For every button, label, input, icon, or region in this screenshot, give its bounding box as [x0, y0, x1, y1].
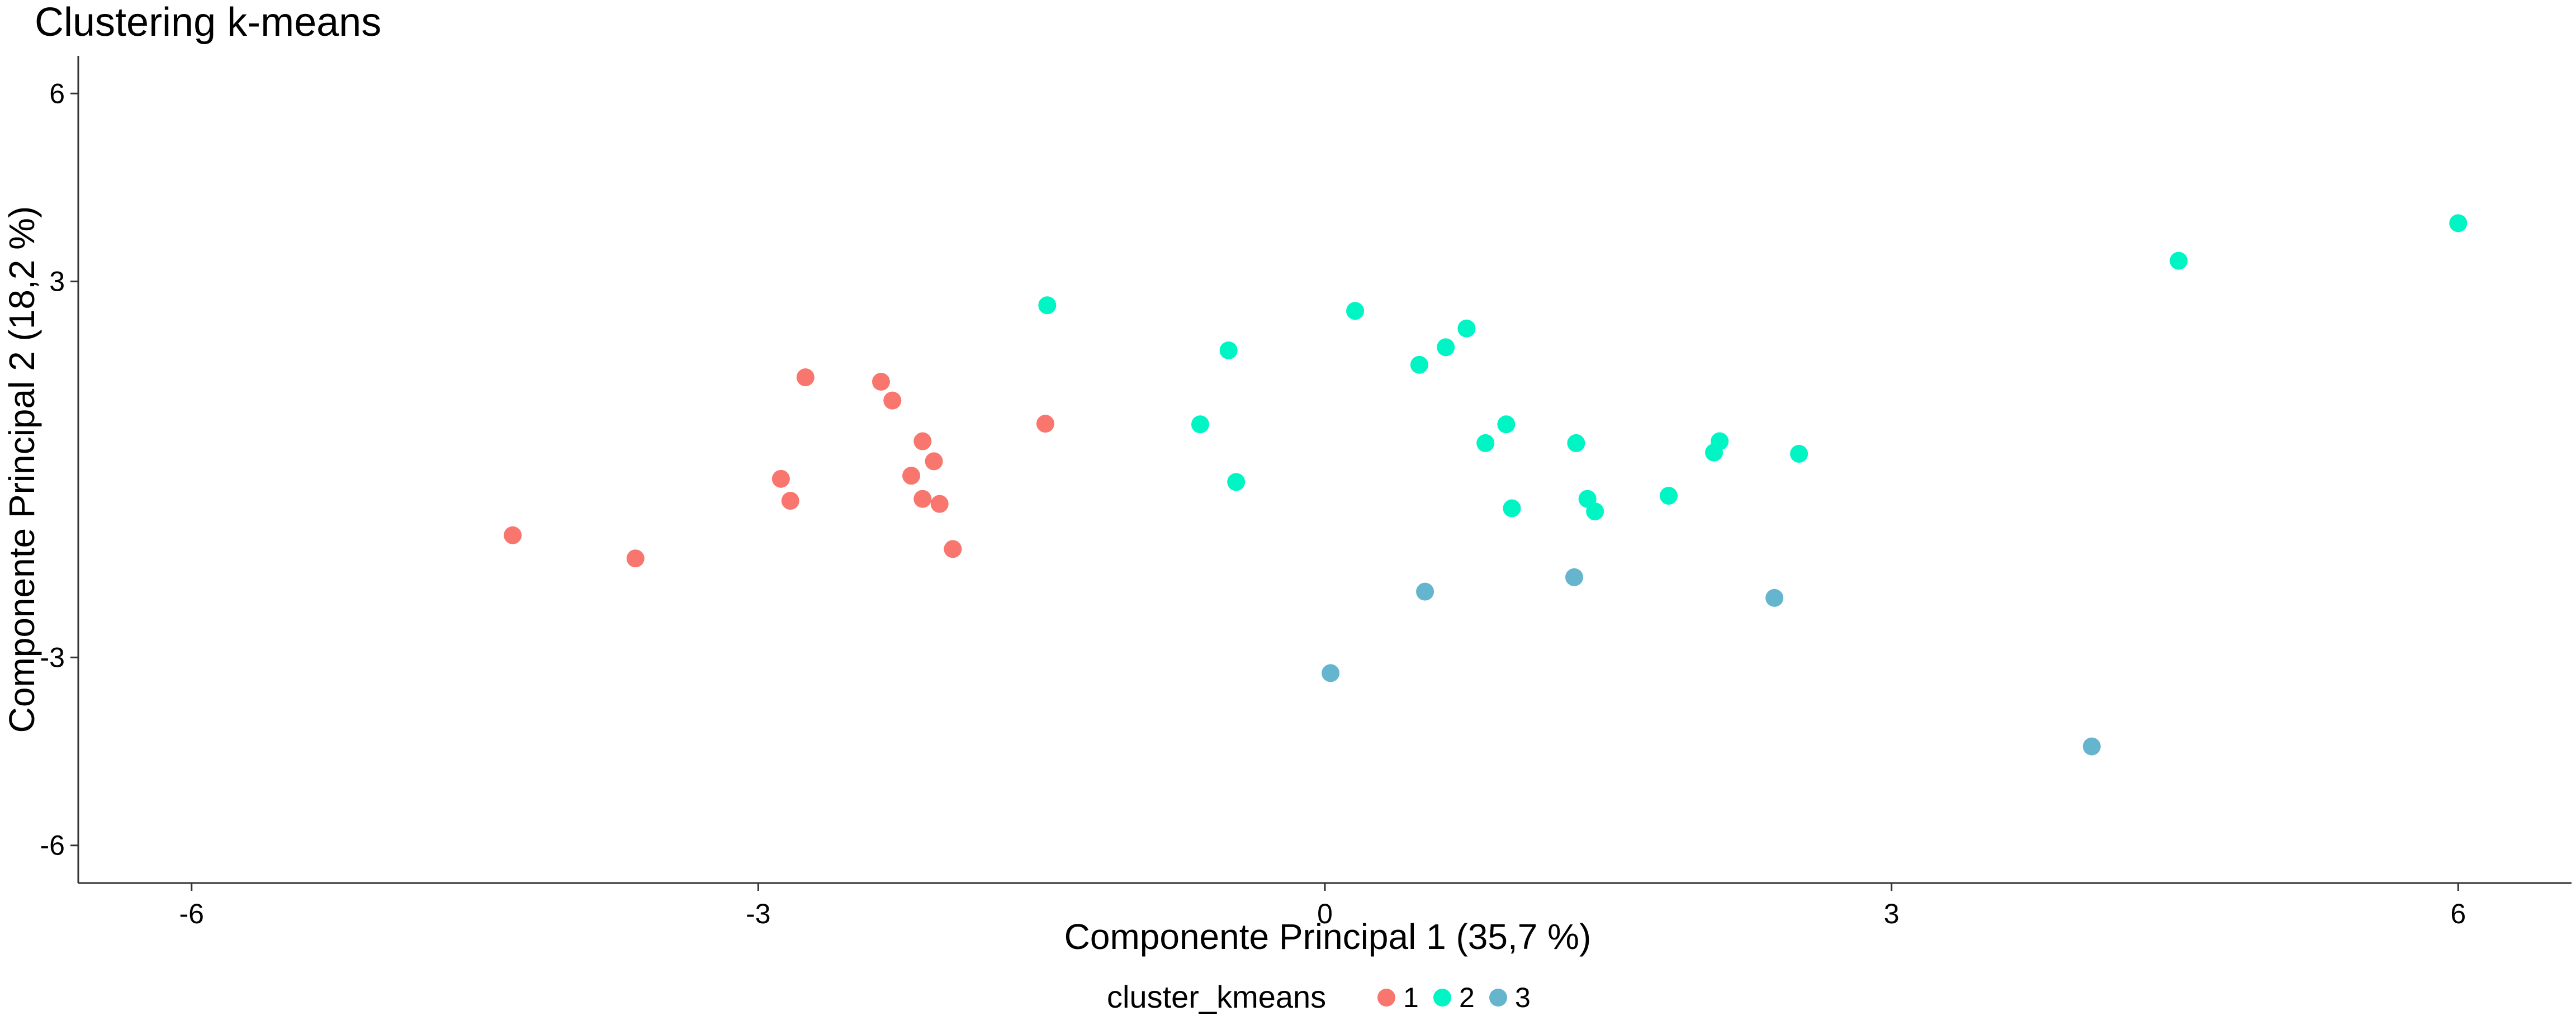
data-point-cluster-2 [2449, 214, 2468, 232]
x-axis-label: Componente Principal 1 (35,7 %) [1064, 917, 1592, 957]
data-point-cluster-1 [930, 495, 949, 513]
data-point-cluster-2 [1711, 432, 1729, 450]
data-point-cluster-1 [771, 469, 790, 488]
x-tick-label: -6 [179, 898, 203, 929]
legend-marker-cluster-3 [1489, 989, 1507, 1007]
y-tick-label: -3 [40, 642, 65, 673]
data-point-cluster-1 [883, 391, 902, 410]
data-point-cluster-1 [925, 452, 943, 471]
data-points [504, 214, 2468, 756]
chart-title: Clustering k-means [35, 0, 381, 45]
data-point-cluster-2 [1476, 434, 1495, 452]
y-tick-label: 3 [49, 266, 65, 297]
data-point-cluster-1 [626, 549, 645, 568]
data-point-cluster-2 [1437, 338, 1455, 357]
data-point-cluster-2 [1457, 319, 1476, 338]
data-point-cluster-1 [872, 373, 890, 391]
y-tick-label: -6 [40, 830, 65, 861]
data-point-cluster-2 [1227, 473, 1246, 491]
data-point-cluster-2 [1038, 296, 1057, 315]
data-point-cluster-3 [1322, 664, 1340, 682]
data-point-cluster-1 [944, 540, 962, 558]
data-point-cluster-1 [781, 492, 799, 510]
data-point-cluster-3 [1765, 588, 1784, 607]
data-point-cluster-2 [1586, 502, 1604, 521]
data-point-cluster-1 [1036, 415, 1054, 433]
y-axis-label: Componente Principal 2 (18,2 %) [2, 206, 42, 733]
legend-marker-cluster-2 [1433, 989, 1451, 1007]
data-point-cluster-3 [1416, 582, 1434, 601]
x-tick-label: -3 [746, 898, 770, 929]
legend: cluster_kmeans 1 2 3 [1107, 979, 1531, 1014]
data-point-cluster-2 [1659, 487, 1678, 505]
data-point-cluster-2 [1503, 499, 1521, 518]
data-point-cluster-2 [1219, 341, 1238, 359]
data-point-cluster-2 [1567, 434, 1585, 452]
data-point-cluster-2 [1346, 302, 1365, 320]
x-tick-label: 3 [1884, 898, 1900, 929]
data-point-cluster-1 [796, 368, 815, 387]
legend-title: cluster_kmeans [1107, 979, 1326, 1014]
legend-marker-cluster-1 [1377, 989, 1395, 1007]
data-point-cluster-2 [1790, 444, 1808, 463]
data-point-cluster-1 [913, 432, 932, 450]
legend-label-cluster-1: 1 [1403, 982, 1419, 1013]
y-tick-label: 6 [49, 78, 65, 109]
data-point-cluster-2 [1191, 415, 1209, 434]
data-point-cluster-1 [913, 490, 932, 508]
data-point-cluster-1 [902, 467, 921, 485]
data-point-cluster-2 [1410, 355, 1428, 374]
x-tick-label: 0 [1317, 898, 1333, 929]
data-point-cluster-1 [504, 526, 522, 544]
data-point-cluster-2 [2170, 251, 2188, 270]
axes: -6 -3 0 3 6 -6 -3 3 6 [40, 56, 2572, 929]
data-point-cluster-3 [2082, 737, 2101, 756]
data-point-cluster-2 [1497, 415, 1516, 434]
data-point-cluster-3 [1565, 568, 1583, 586]
x-tick-label: 6 [2450, 898, 2466, 929]
legend-label-cluster-2: 2 [1459, 982, 1475, 1013]
legend-label-cluster-3: 3 [1515, 982, 1531, 1013]
